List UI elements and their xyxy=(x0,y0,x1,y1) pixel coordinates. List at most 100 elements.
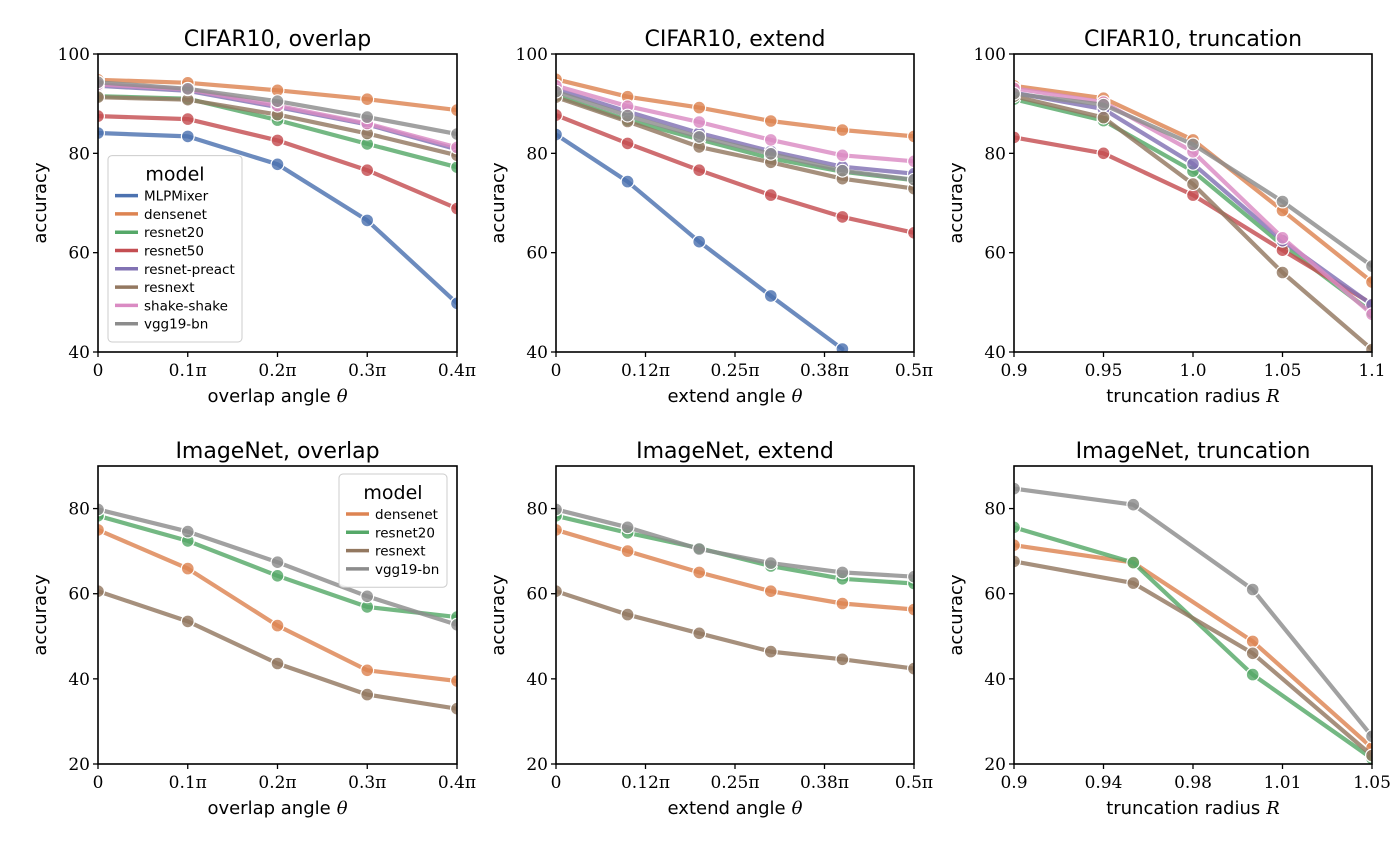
series-line-densenet xyxy=(556,527,914,612)
data-point-densenet xyxy=(450,103,457,118)
y-axis-label: accuracy xyxy=(488,574,509,656)
x-tick-label: 0.5π xyxy=(895,773,933,793)
series-line-resnext xyxy=(1014,559,1372,758)
y-tick-label: 60 xyxy=(526,244,548,264)
chart-title: ImageNet, truncation xyxy=(1076,439,1311,464)
data-point-resnet20 xyxy=(1014,520,1021,535)
data-point-resnet50 xyxy=(1014,130,1021,145)
series-line-vgg19-bn xyxy=(1014,486,1372,739)
data-point-densenet xyxy=(835,122,850,137)
data-point-mlpmixer xyxy=(360,213,375,228)
data-point-vgg19-bn xyxy=(270,555,285,570)
chart-title: CIFAR10, truncation xyxy=(1084,27,1302,52)
data-point-vgg19-bn xyxy=(556,502,563,517)
x-axis-label: extend angle θ xyxy=(668,798,803,819)
data-point-resnext xyxy=(98,584,105,599)
data-point-vgg19-bn xyxy=(360,589,375,604)
series-line-shake-shake xyxy=(556,83,914,164)
y-tick-label: 40 xyxy=(526,670,548,690)
data-point-vgg19-bn xyxy=(1245,582,1260,597)
y-tick-label: 40 xyxy=(984,343,1006,363)
x-tick-label: 1.05 xyxy=(1353,773,1391,793)
data-point-densenet xyxy=(98,522,105,537)
legend-entry-densenet: densenet xyxy=(144,207,207,223)
data-point-densenet xyxy=(360,92,375,107)
y-axis-label: accuracy xyxy=(946,574,967,656)
x-tick-label: 0.38π xyxy=(800,773,849,793)
data-point-vgg19-bn xyxy=(763,146,778,161)
data-point-vgg19-bn xyxy=(835,565,850,580)
data-point-resnext xyxy=(763,644,778,659)
x-tick-label: 0.94 xyxy=(1085,773,1123,793)
legend-entry-shake-shake: shake-shake xyxy=(144,298,228,314)
data-point-densenet xyxy=(620,544,635,559)
legend-entry-resnet20: resnet20 xyxy=(144,225,204,241)
x-axis-label: truncation radius R xyxy=(1106,386,1280,407)
data-point-vgg19-bn xyxy=(1014,86,1021,101)
data-point-vgg19-bn xyxy=(1185,137,1200,152)
x-tick-label: 0.38π xyxy=(800,361,849,381)
y-axis-label: accuracy xyxy=(30,162,51,244)
data-point-resnext xyxy=(556,584,563,599)
x-axis-label-text: extend angle xyxy=(668,798,786,819)
series-line-densenet xyxy=(556,77,914,139)
plot-area xyxy=(98,502,457,716)
data-point-shake-shake xyxy=(450,140,457,155)
data-point-mlpmixer xyxy=(180,129,195,144)
x-tick-label: 0.25π xyxy=(710,361,759,381)
data-point-resnet20 xyxy=(1245,667,1260,682)
series-vgg19-bn xyxy=(556,84,914,187)
legend: model densenet resnet20 resnext vgg19-bn xyxy=(338,473,448,588)
data-point-resnext xyxy=(1096,110,1111,125)
chart-title: CIFAR10, overlap xyxy=(184,27,371,52)
data-point-vgg19-bn xyxy=(98,502,105,517)
x-tick-label: 0.95 xyxy=(1085,361,1123,381)
series-resnet50 xyxy=(98,109,457,216)
data-point-resnext xyxy=(1185,177,1200,192)
panel-cifar10-truncation: CIFAR10, truncation 40 60 80 100 0.9 0.95 1.0 1.… xyxy=(946,27,1386,407)
x-axis-symbol: R xyxy=(1265,386,1280,407)
data-point-vgg19-bn xyxy=(1096,97,1111,112)
data-point-resnet50 xyxy=(98,109,105,124)
legend-entry-resnet-preact: resnet-preact xyxy=(144,262,235,278)
x-tick-label: 0.2π xyxy=(258,361,296,381)
series-vgg19-bn xyxy=(556,502,914,584)
chart-title: ImageNet, overlap xyxy=(175,439,379,464)
data-point-shake-shake xyxy=(692,114,707,129)
data-point-resnext xyxy=(835,652,850,667)
series-resnet20 xyxy=(1014,520,1372,764)
data-point-densenet xyxy=(763,584,778,599)
data-point-shake-shake xyxy=(763,132,778,147)
x-tick-label: 0 xyxy=(551,773,562,793)
x-axis-label: truncation radius R xyxy=(1106,798,1280,819)
plot-area xyxy=(556,502,914,676)
legend-entry-resnet50: resnet50 xyxy=(144,244,204,260)
data-point-densenet xyxy=(835,596,850,611)
legend: model MLPMixer densenet resnet20 resnet50 res… xyxy=(107,155,243,343)
data-point-resnet50 xyxy=(360,163,375,178)
data-point-vgg19-bn xyxy=(360,110,375,125)
data-point-mlpmixer xyxy=(620,174,635,189)
x-tick-label: 0 xyxy=(93,361,104,381)
legend-entry-resnext: resnext xyxy=(144,280,195,296)
y-tick-label: 20 xyxy=(68,755,90,775)
y-axis-label: accuracy xyxy=(488,162,509,244)
data-point-resnet50 xyxy=(1096,146,1111,161)
x-axis-label: overlap angle θ xyxy=(207,798,347,819)
panel-imagenet-truncation: ImageNet, truncation 20 40 60 80 0.9 0.94 0.98 1… xyxy=(946,439,1391,819)
series-resnext xyxy=(1014,89,1372,352)
data-point-resnext xyxy=(360,687,375,702)
series-line-densenet xyxy=(1014,543,1372,750)
series-mlpmixer xyxy=(556,127,850,352)
data-point-vgg19-bn xyxy=(620,520,635,535)
data-point-resnext xyxy=(1126,576,1141,591)
data-point-densenet xyxy=(180,561,195,576)
data-point-mlpmixer xyxy=(692,234,707,249)
data-point-mlpmixer xyxy=(98,126,105,140)
x-axis-symbol: θ xyxy=(792,386,803,407)
data-point-resnet50 xyxy=(763,188,778,203)
data-point-resnet50 xyxy=(450,201,457,216)
data-point-densenet xyxy=(1245,634,1260,649)
data-point-vgg19-bn xyxy=(556,84,563,99)
x-axis-symbol: θ xyxy=(337,798,348,819)
